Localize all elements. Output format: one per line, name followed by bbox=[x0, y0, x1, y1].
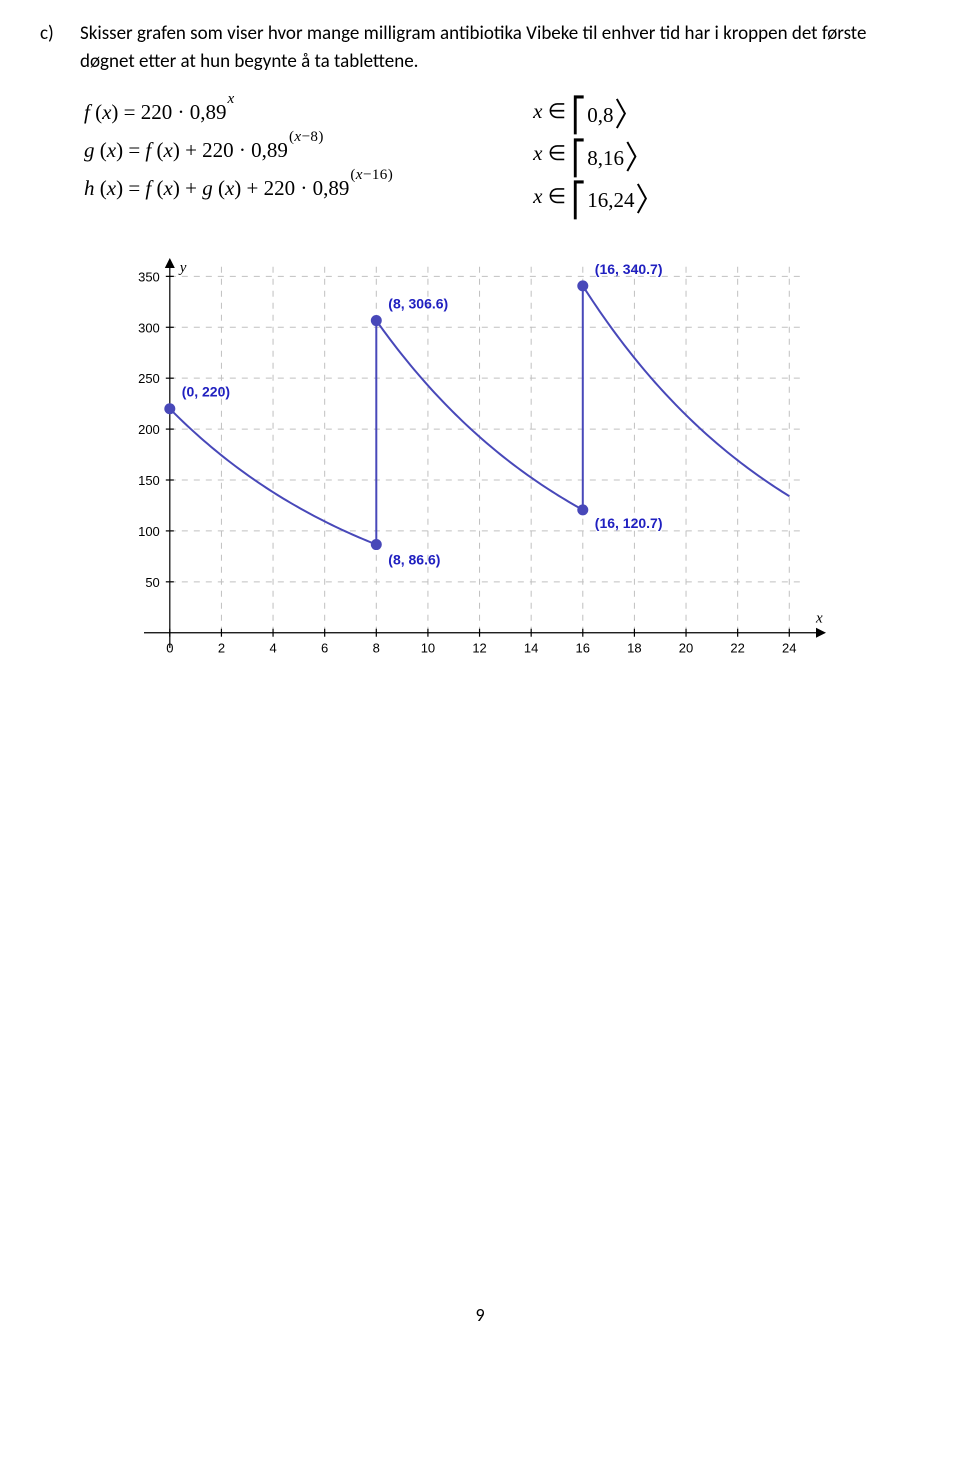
page-number: 9 bbox=[40, 1304, 920, 1326]
chart-svg: 0246810121416182022245010015020025030035… bbox=[86, 244, 856, 684]
svg-text:24: 24 bbox=[782, 641, 796, 656]
svg-text:0: 0 bbox=[166, 641, 173, 656]
domain-g: x ∈ ⎡8,16〉 bbox=[533, 141, 663, 171]
svg-text:18: 18 bbox=[627, 641, 641, 656]
svg-text:22: 22 bbox=[730, 641, 744, 656]
equations-block: f (x) = 220 · 0,89x g (x) = f (x) + 220 … bbox=[84, 99, 920, 214]
svg-text:(16, 120.7): (16, 120.7) bbox=[595, 515, 663, 531]
svg-text:50: 50 bbox=[145, 575, 159, 590]
svg-text:300: 300 bbox=[138, 320, 160, 335]
svg-text:16: 16 bbox=[576, 641, 590, 656]
svg-text:10: 10 bbox=[421, 641, 435, 656]
question-letter: c) bbox=[40, 20, 62, 48]
svg-text:2: 2 bbox=[218, 641, 225, 656]
domain-h: x ∈ ⎡16,24〉 bbox=[533, 184, 663, 214]
element-of-symbol: ∈ bbox=[548, 99, 566, 123]
equation-h: h (x) = f (x) + g (x) + 220 · 0,89(x−16) bbox=[84, 175, 393, 201]
equations-domain-column: x ∈ ⎡0,8〉 x ∈ ⎡8,16〉 x ∈ ⎡16,24〉 bbox=[533, 99, 663, 214]
svg-text:y: y bbox=[178, 260, 187, 276]
svg-text:250: 250 bbox=[138, 371, 160, 386]
domain-f: x ∈ ⎡0,8〉 bbox=[533, 99, 663, 129]
svg-text:20: 20 bbox=[679, 641, 693, 656]
equation-f: f (x) = 220 · 0,89x bbox=[84, 99, 393, 125]
svg-text:14: 14 bbox=[524, 641, 538, 656]
svg-text:(0, 220): (0, 220) bbox=[182, 384, 230, 400]
svg-text:100: 100 bbox=[138, 524, 160, 539]
element-of-symbol: ∈ bbox=[548, 141, 566, 165]
svg-text:12: 12 bbox=[472, 641, 486, 656]
svg-text:(8, 306.6): (8, 306.6) bbox=[388, 296, 448, 312]
domain-g-text: 8,16 bbox=[587, 146, 624, 171]
element-of-symbol: ∈ bbox=[548, 184, 566, 208]
domain-h-text: 16,24 bbox=[587, 188, 634, 213]
svg-text:350: 350 bbox=[138, 269, 160, 284]
svg-text:4: 4 bbox=[269, 641, 276, 656]
question-row: c) Skisser grafen som viser hvor mange m… bbox=[40, 20, 920, 75]
question-text: Skisser grafen som viser hvor mange mill… bbox=[80, 20, 920, 75]
svg-text:x: x bbox=[815, 611, 823, 627]
svg-text:6: 6 bbox=[321, 641, 328, 656]
svg-text:(16, 340.7): (16, 340.7) bbox=[595, 261, 663, 277]
svg-text:(8, 86.6): (8, 86.6) bbox=[388, 552, 440, 568]
equation-g: g (x) = f (x) + 220 · 0,89(x−8) bbox=[84, 137, 393, 163]
equations-lhs-column: f (x) = 220 · 0,89x g (x) = f (x) + 220 … bbox=[84, 99, 393, 214]
svg-text:200: 200 bbox=[138, 422, 160, 437]
svg-text:150: 150 bbox=[138, 473, 160, 488]
chart-container: 0246810121416182022245010015020025030035… bbox=[86, 244, 920, 684]
domain-f-text: 0,8 bbox=[587, 103, 613, 128]
svg-text:8: 8 bbox=[373, 641, 380, 656]
